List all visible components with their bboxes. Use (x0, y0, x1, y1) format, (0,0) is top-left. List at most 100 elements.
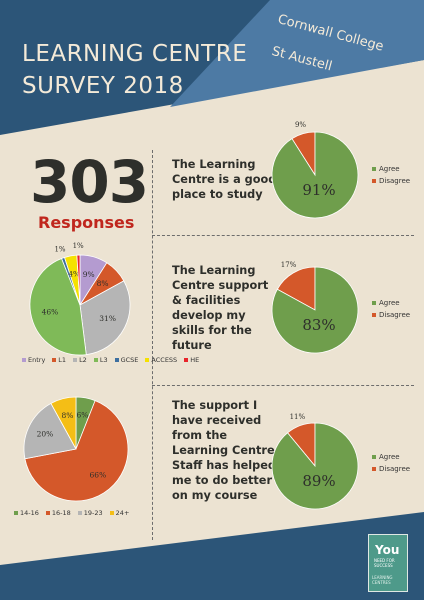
level-legend-item: Entry (22, 355, 45, 366)
good_place-legend-swatch (372, 179, 376, 183)
level-legend-label: Entry (28, 356, 46, 364)
level-label-he: 1% (73, 242, 84, 250)
age-slice-16-18 (24, 400, 129, 502)
logo-main-text: You (375, 543, 400, 557)
age-label-16-18: 66% (90, 470, 107, 479)
level-label-entry: 9% (83, 270, 95, 279)
logo-sub-text: NEED FOR SUCCESS (374, 558, 395, 568)
skills-legend-swatch (372, 313, 376, 317)
level-label-gcse: 1% (54, 245, 65, 253)
skills-legend-label: Agree (379, 299, 400, 307)
skills-slice-disagree (276, 266, 316, 311)
age-slice-24- (50, 396, 77, 450)
level-legend-item: L3 (93, 355, 108, 366)
age-legend-item: 16-18 (45, 509, 71, 517)
support-legend: Agree Disagree (372, 451, 410, 475)
support-legend-swatch (372, 467, 376, 471)
age-legend-label: 19-23 (83, 509, 103, 517)
skills-legend-item: Agree (372, 299, 400, 307)
row-divider-2 (152, 385, 414, 386)
level-legend-label: L2 (79, 356, 87, 364)
support-label-disagree: 11% (290, 413, 306, 421)
level-legend-swatch (184, 358, 189, 362)
level-legend-label: HE (190, 356, 200, 364)
survey-title: LEARNING CENTRE SURVEY 2018 (22, 38, 247, 102)
support-legend-item: Agree (372, 453, 400, 461)
age-legend-item: 19-23 (77, 509, 103, 517)
support-slice-agree (271, 422, 359, 510)
skills-legend-label: Disagree (379, 311, 411, 319)
level-legend-label: L1 (58, 356, 67, 364)
responses-label: Responses (38, 213, 135, 232)
level-slice-l3 (29, 257, 87, 356)
skills-legend: Agree Disagree (372, 297, 410, 321)
level-legend-swatch (22, 358, 26, 362)
level-legend-swatch (93, 358, 98, 362)
level-legend-item: GCSE (114, 355, 139, 366)
good_place-slice-agree (271, 131, 359, 219)
level-legend-label: L3 (99, 356, 108, 364)
support-label-agree: 89% (302, 472, 335, 490)
level-label-l3: 46% (42, 308, 59, 317)
age-legend-label: 24+ (115, 509, 130, 517)
logo-caption: LEARNING CENTRES (372, 575, 393, 585)
age-legend-swatch (45, 511, 50, 515)
age-label-14-16: 6% (76, 410, 88, 419)
skills-label-disagree: 17% (281, 261, 297, 269)
age-legend-swatch (77, 511, 82, 515)
good-place-legend: Agree Disagree (372, 163, 410, 187)
support-legend-label: Agree (379, 453, 400, 461)
support-legend-swatch (372, 455, 376, 459)
statement-skills: The Learning Centre support & facilities… (172, 264, 269, 352)
skills-legend-swatch (372, 301, 376, 305)
age-label-24-: 8% (62, 411, 74, 420)
row-divider-1 (152, 235, 414, 236)
column-divider (152, 150, 153, 540)
level-slice-l2 (79, 280, 131, 356)
level-legend-item: ACCESS (145, 355, 177, 366)
good_place-label-disagree: 9% (295, 121, 306, 129)
level-legend-item: L1 (52, 355, 66, 366)
title-line-2: SURVEY 2018 (22, 73, 184, 99)
level-legend-swatch (73, 358, 78, 362)
level-legend-swatch (52, 358, 57, 362)
you-need-logo: You NEED FOR SUCCESS LEARNING CENTRES (368, 534, 408, 592)
header-accent (170, 0, 424, 107)
skills-label-agree: 83% (302, 316, 335, 334)
level-legend-swatch (114, 358, 119, 362)
good_place-label-agree: 91% (302, 181, 335, 199)
level-legend-label: GCSE (120, 356, 139, 364)
good_place-legend-item: Disagree (372, 177, 410, 185)
level-slice-he (76, 254, 81, 306)
age-legend-item: 24+ (109, 509, 130, 517)
good_place-legend-item: Agree (372, 165, 400, 173)
footer-band (0, 512, 424, 600)
good_place-legend-label: Disagree (379, 177, 411, 185)
level-label-access: 4% (68, 270, 80, 279)
age-slice-19-23 (23, 402, 77, 460)
age-legend-item: 14-16 (14, 509, 39, 517)
skills-legend-item: Disagree (372, 311, 410, 319)
support-legend-item: Disagree (372, 465, 410, 473)
level-legend-item: L2 (73, 355, 87, 366)
skills-slice-agree (271, 266, 359, 354)
age-legend: 14-16 16-18 19-23 24+ (14, 509, 154, 517)
good_place-legend-label: Agree (379, 165, 400, 173)
level-label-l1: 8% (97, 279, 109, 288)
response-count: 303 (30, 148, 149, 216)
age-legend-swatch (109, 511, 114, 515)
age-legend-label: 16-18 (51, 509, 71, 517)
statement-support: The support I have received from the Lea… (172, 399, 276, 502)
level-legend-swatch (145, 358, 150, 362)
level-label-l2: 31% (99, 314, 116, 323)
age-legend-label: 14-16 (20, 509, 39, 517)
level-legend: Entry L1 L2 L3 GCSE ACCESS HE (22, 355, 199, 366)
age-label-19-23: 20% (37, 429, 54, 438)
support-legend-label: Disagree (379, 465, 411, 473)
statement-good-place: The Learning Centre is a good place to s… (172, 158, 277, 201)
level-legend-label: ACCESS (151, 356, 178, 364)
level-legend-item: HE (184, 355, 199, 366)
good_place-legend-swatch (372, 167, 376, 171)
